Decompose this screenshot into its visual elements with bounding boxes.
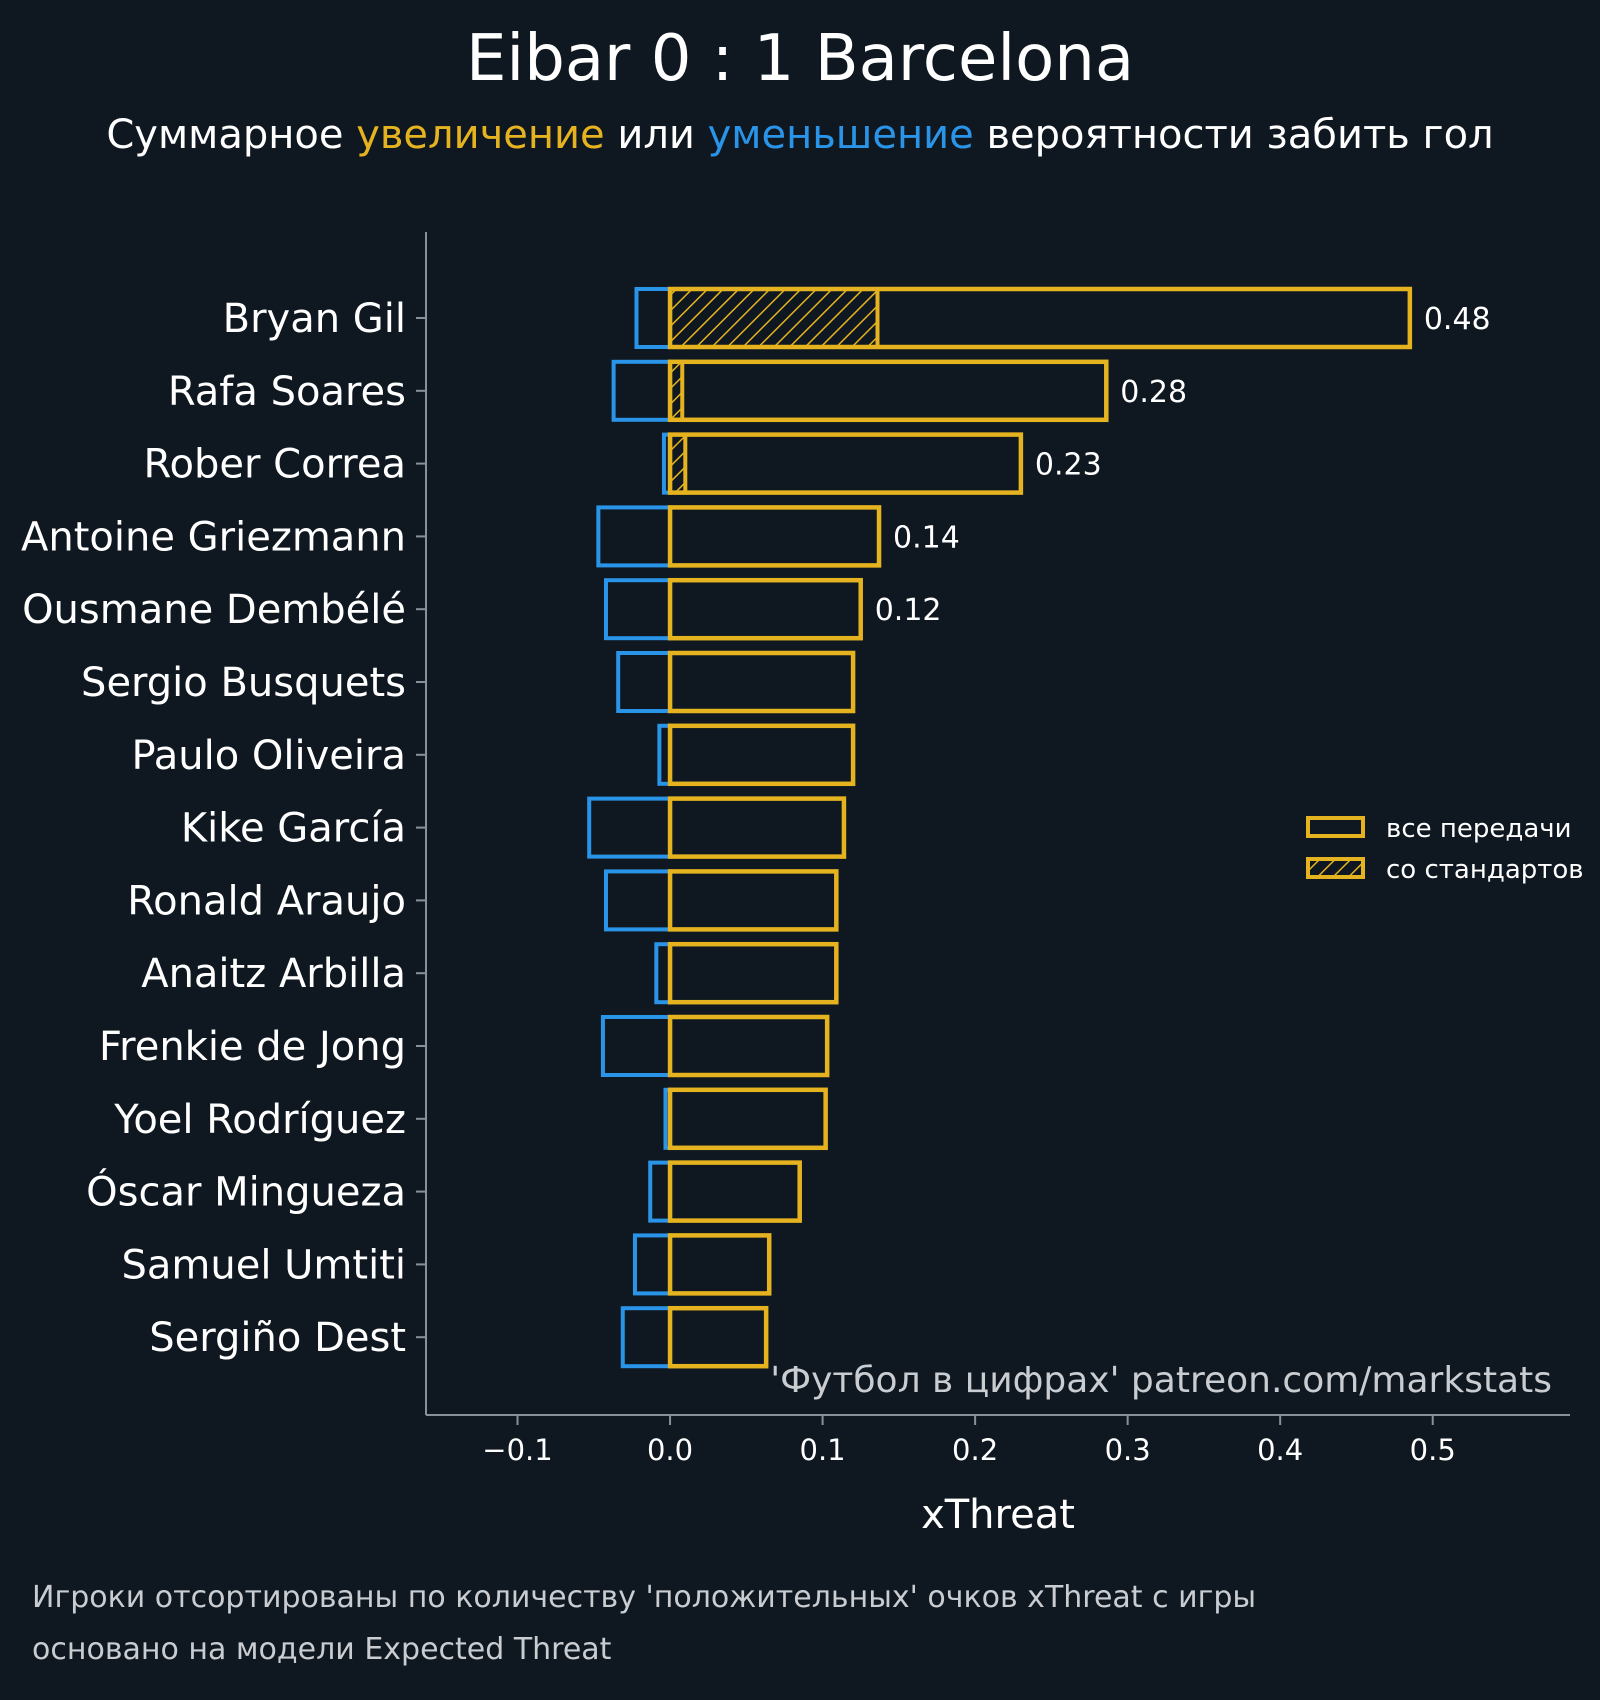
increase-bar [667,1305,769,1369]
subtitle-middle: или [604,112,708,158]
player-label: Sergio Busquets [81,660,406,706]
subtitle-increase: увеличение [356,112,605,158]
increase-bar [667,869,839,932]
player-label: Rober Correa [144,442,406,488]
player-label: Antoine Griezmann [21,514,406,560]
increase-bar [667,1014,830,1078]
subtitle-decrease: уменьшение [707,112,974,158]
player-label: Ousmane Dembélé [22,587,406,633]
decrease-bar [620,1306,673,1369]
increase-bar [667,359,1109,423]
increase-bar [667,796,847,859]
player-label: Rafa Soares [168,369,406,415]
decrease-bar [587,796,673,859]
value-label: 0.23 [1035,448,1102,483]
x-axis-label: xThreat [921,1492,1075,1538]
decrease-bar [611,359,673,422]
increase-bar [667,723,856,787]
footnote-sorting: Игроки отсортированы по количеству 'поло… [32,1580,1257,1615]
value-label: 0.12 [875,593,942,628]
decrease-bar [632,1233,673,1296]
increase-bar [667,941,839,1005]
subtitle-prefix: Суммарное [106,112,357,158]
increase-bar [667,650,856,714]
x-tick-label: 0.0 [647,1433,693,1467]
x-tick-label: −0.1 [482,1433,552,1467]
watermark-annotation: 'Футбол в цифрах' patreon.com/markstats [770,1360,1552,1401]
player-label: Bryan Gil [223,296,406,342]
decrease-bar [634,287,673,349]
player-label: Frenkie de Jong [99,1024,406,1070]
decrease-bar [596,505,673,568]
decrease-bar [603,578,673,641]
player-label: Paulo Oliveira [131,733,406,779]
increase-bar [667,1233,772,1296]
x-tick-label: 0.1 [800,1433,846,1467]
x-tick-label: 0.4 [1257,1433,1303,1467]
legend-swatch-set-pieces [1306,857,1365,879]
player-label: Anaitz Arbilla [141,951,406,997]
set-piece-bar [668,432,688,495]
player-label: Kike García [181,806,406,852]
subtitle-suffix: вероятности забить гол [973,112,1494,158]
decrease-bar [600,1015,673,1077]
increase-bar [667,577,863,641]
decrease-bar [603,869,673,932]
legend-swatch-all-passes [1306,816,1365,838]
increase-bar [667,1087,828,1151]
value-label: 0.28 [1120,375,1187,410]
player-label: Samuel Umtiti [122,1242,407,1288]
increase-bar [667,505,882,568]
x-tick-label: 0.5 [1410,1433,1456,1467]
player-label: Ronald Araujo [127,878,406,924]
value-label: 0.14 [893,520,960,555]
x-tick-label: 0.2 [952,1433,998,1467]
legend-label-all-passes: все передачи [1386,814,1572,844]
player-label: Yoel Rodríguez [113,1097,406,1143]
increase-bar [667,1160,802,1223]
chart-subtitle: Суммарное увеличение или уменьшение веро… [0,112,1600,158]
legend-label-set-pieces: со стандартов [1386,855,1584,885]
chart-title: Eibar 0 : 1 Barcelona [465,22,1135,96]
player-label: Sergiño Dest [149,1315,406,1361]
set-piece-bar [668,287,880,349]
footnote-model: основано на модели Expected Threat [32,1632,612,1667]
x-tick-label: 0.3 [1105,1433,1151,1467]
value-label: 0.48 [1424,302,1491,337]
decrease-bar [648,1160,673,1223]
increase-bar [667,432,1024,495]
decrease-bar [616,651,673,713]
increase-bar [667,286,1413,350]
player-label: Óscar Mingueza [86,1168,406,1216]
